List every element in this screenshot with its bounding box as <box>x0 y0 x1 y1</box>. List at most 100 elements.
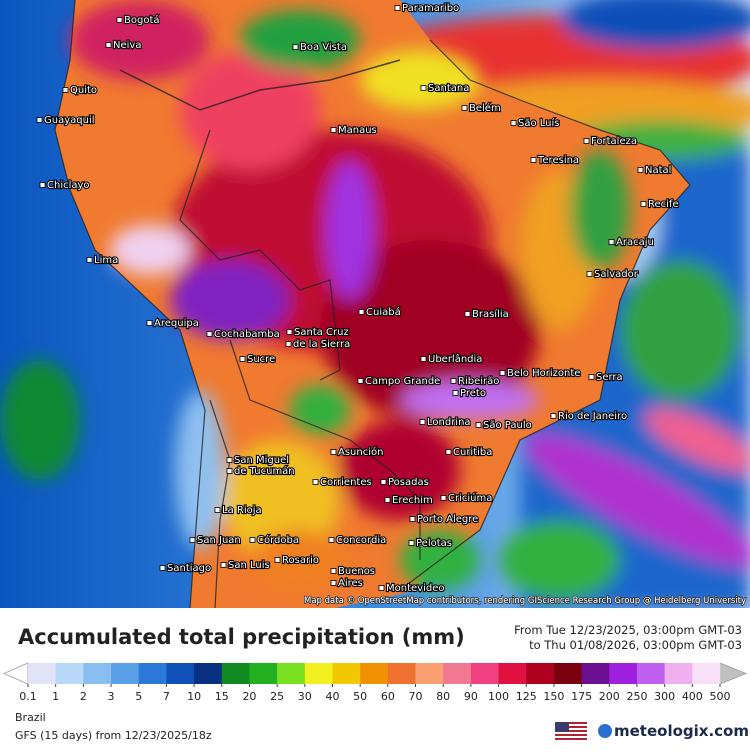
colorbar-label: 15 <box>215 690 229 703</box>
city-marker <box>274 557 281 563</box>
city-marker <box>249 537 256 543</box>
colorbar-label: 7 <box>163 690 170 703</box>
city-label: Cuiabá <box>366 306 401 318</box>
city-marker <box>286 329 293 335</box>
city-label: San Luis <box>228 560 270 571</box>
city-marker <box>583 138 590 144</box>
city-label: Cochabamba <box>214 329 280 340</box>
colorbar-low-arrow <box>3 662 29 685</box>
colorbar-box <box>194 663 223 684</box>
city-marker <box>550 413 557 419</box>
city-marker <box>206 331 213 337</box>
city-marker <box>420 356 427 362</box>
date-to: to Thu 01/08/2026, 03:00pm GMT-03 <box>529 638 742 652</box>
colorbar-label: 90 <box>464 690 478 703</box>
colorbar-label: 20 <box>242 690 256 703</box>
city-marker <box>461 105 468 111</box>
colorbar-label: 10 <box>187 690 201 703</box>
attribution: Map data © OpenStreetMap contributors, r… <box>304 596 746 606</box>
city-marker <box>116 17 123 23</box>
city-label: Belém <box>469 102 501 114</box>
colorbar-box <box>360 663 389 684</box>
colorbar-label: 70 <box>409 690 423 703</box>
city-label: Lima <box>94 255 118 266</box>
colorbar-label: 3 <box>108 690 115 703</box>
city-label: Londrina <box>427 417 471 428</box>
city-marker <box>475 422 482 428</box>
colorbar-label: 125 <box>516 690 537 703</box>
city-label: São Paulo <box>483 420 532 431</box>
city-marker <box>86 257 93 263</box>
city-label: Montevideo <box>386 583 444 594</box>
city-label: Buenos <box>338 566 375 577</box>
city-marker <box>189 537 196 543</box>
city-label: Recife <box>648 199 679 210</box>
city-label: Campo Grande <box>365 376 440 387</box>
city-label: Uberlândia <box>428 353 482 365</box>
colorbar-box <box>581 663 610 684</box>
colorbar-label: 2 <box>80 690 87 703</box>
city-marker <box>226 457 233 463</box>
model-run: GFS (15 days) from 12/23/2025/18z <box>15 729 212 742</box>
city-label: Criciúma <box>448 492 492 504</box>
colorbar-box <box>277 663 306 684</box>
city-marker <box>464 311 471 317</box>
colorbar-high-arrow <box>719 662 748 685</box>
colorbar-label: 40 <box>325 690 339 703</box>
colorbar-label: 0.1 <box>19 690 37 703</box>
city-label: Erechim <box>392 495 433 506</box>
city-marker <box>640 201 647 207</box>
city-label: Serra <box>596 372 623 383</box>
colorbar-label: 100 <box>488 690 509 703</box>
legend: Accumulated total precipitation (mm) Fro… <box>3 623 749 742</box>
city-label: Santana <box>428 83 469 94</box>
city-label: de Tucumán <box>234 465 295 477</box>
city-label: Ribeirão <box>458 376 499 387</box>
colorbar-box <box>470 663 499 684</box>
colorbar-box <box>304 663 333 684</box>
city-marker <box>357 378 364 384</box>
city-label: Córdoba <box>257 534 299 546</box>
colorbar-label: 400 <box>682 690 703 703</box>
city-label: Santiago <box>167 563 211 574</box>
city-marker <box>330 580 337 586</box>
city-marker <box>586 271 593 277</box>
city-marker <box>239 356 246 362</box>
city-marker <box>588 374 595 380</box>
city-marker <box>330 449 337 455</box>
city-label: Bogotá <box>124 14 160 26</box>
city-label: Asunción <box>338 446 383 458</box>
city-label: Belo Horizonte <box>507 368 580 379</box>
colorbar-label: 250 <box>626 690 647 703</box>
colorbar-label: 200 <box>599 690 620 703</box>
colorbar-box <box>415 663 444 684</box>
colorbar-box <box>498 663 527 684</box>
colorbar-label: 30 <box>298 690 312 703</box>
city-marker <box>159 565 166 571</box>
brand: meteologix.com <box>614 722 749 740</box>
city-marker <box>419 419 426 425</box>
city-marker <box>499 370 506 376</box>
city-label: São Luís <box>518 117 560 129</box>
legend-panel: Accumulated total precipitation (mm) Fro… <box>0 608 750 750</box>
city-marker <box>105 42 112 48</box>
colorbar-label: 80 <box>436 690 450 703</box>
colorbar-box <box>692 663 721 684</box>
city-label: Pelotas <box>416 538 452 549</box>
city-label: Rosario <box>282 555 319 566</box>
city-marker <box>214 507 221 513</box>
city-marker <box>378 585 385 591</box>
city-marker <box>330 127 337 133</box>
colorbar-label: 150 <box>543 690 564 703</box>
city-marker <box>384 497 391 503</box>
colorbar-box <box>138 663 167 684</box>
colorbar-box <box>664 663 693 684</box>
city-label: Teresina <box>537 155 579 166</box>
city-marker <box>220 562 227 568</box>
city-label: Posadas <box>388 477 429 488</box>
city-marker <box>637 167 644 173</box>
city-label: Boa Vista <box>300 42 347 53</box>
city-label: Salvador <box>594 269 639 280</box>
city-label: Curitiba <box>453 447 492 458</box>
